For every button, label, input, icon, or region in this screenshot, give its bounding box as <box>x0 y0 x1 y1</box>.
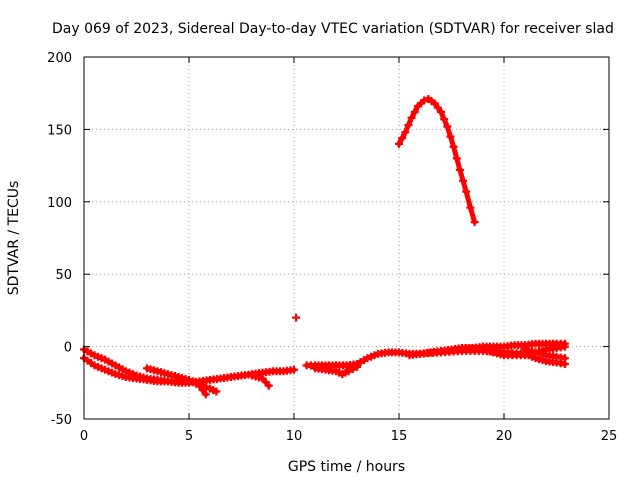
data-point <box>459 176 468 185</box>
x-tick-label: 5 <box>185 429 193 444</box>
data-point <box>193 379 202 388</box>
x-tick-label: 25 <box>601 429 618 444</box>
chart-title: Day 069 of 2023, Sidereal Day-to-day VTE… <box>52 21 614 37</box>
grid-lines <box>84 57 609 419</box>
data-point <box>560 354 569 363</box>
data-point <box>452 154 461 163</box>
x-tick-label: 0 <box>80 429 88 444</box>
data-point <box>264 381 273 390</box>
data-point <box>455 165 464 174</box>
x-tick-label: 10 <box>286 429 303 444</box>
data-point <box>410 108 419 117</box>
data-point <box>430 99 439 108</box>
data-point <box>353 362 361 371</box>
y-tick-label: 0 <box>64 341 72 356</box>
y-axis-label: SDTVAR / TECUs <box>6 181 22 296</box>
data-point <box>197 381 206 390</box>
data-point <box>446 132 455 141</box>
data-point <box>440 115 449 124</box>
series-track-d <box>189 377 221 396</box>
series-track-e <box>248 371 273 390</box>
x-tick-label: 15 <box>391 429 408 444</box>
data-point <box>344 367 353 376</box>
data-point <box>201 383 210 392</box>
data-point <box>292 313 301 322</box>
x-axis-ticks: 0 5 10 15 20 25 <box>80 57 617 444</box>
y-tick-label: 100 <box>47 196 72 211</box>
data-point <box>466 203 475 212</box>
series-outlier <box>292 313 301 322</box>
data-point <box>449 142 458 151</box>
series-track-j <box>521 345 569 363</box>
data-point <box>212 387 221 396</box>
data-point <box>560 342 569 351</box>
series-track-k <box>395 94 479 227</box>
data-point <box>407 113 416 122</box>
plot-frame <box>83 56 610 420</box>
y-tick-label: 200 <box>47 51 72 66</box>
x-tick-label: 20 <box>496 429 513 444</box>
data-point <box>398 134 407 143</box>
data-point <box>201 390 210 399</box>
y-tick-label: 50 <box>55 268 72 283</box>
y-axis-ticks: -50 0 50 100 150 200 <box>47 51 609 428</box>
y-tick-label: 150 <box>47 123 72 138</box>
data-point <box>470 218 479 227</box>
series-track-g <box>311 362 361 379</box>
data-point <box>462 187 471 196</box>
data-point <box>433 103 442 112</box>
data-point <box>420 96 429 105</box>
y-tick-label: -50 <box>51 413 72 428</box>
data-point <box>404 121 413 130</box>
x-axis-label: GPS time / hours <box>288 459 405 475</box>
data-point <box>189 377 198 386</box>
data-point <box>437 108 445 117</box>
data-series <box>80 94 569 399</box>
data-point <box>395 139 403 148</box>
data-point <box>290 365 298 374</box>
data-point <box>348 365 357 374</box>
data-point <box>443 122 452 131</box>
data-point <box>401 128 410 137</box>
